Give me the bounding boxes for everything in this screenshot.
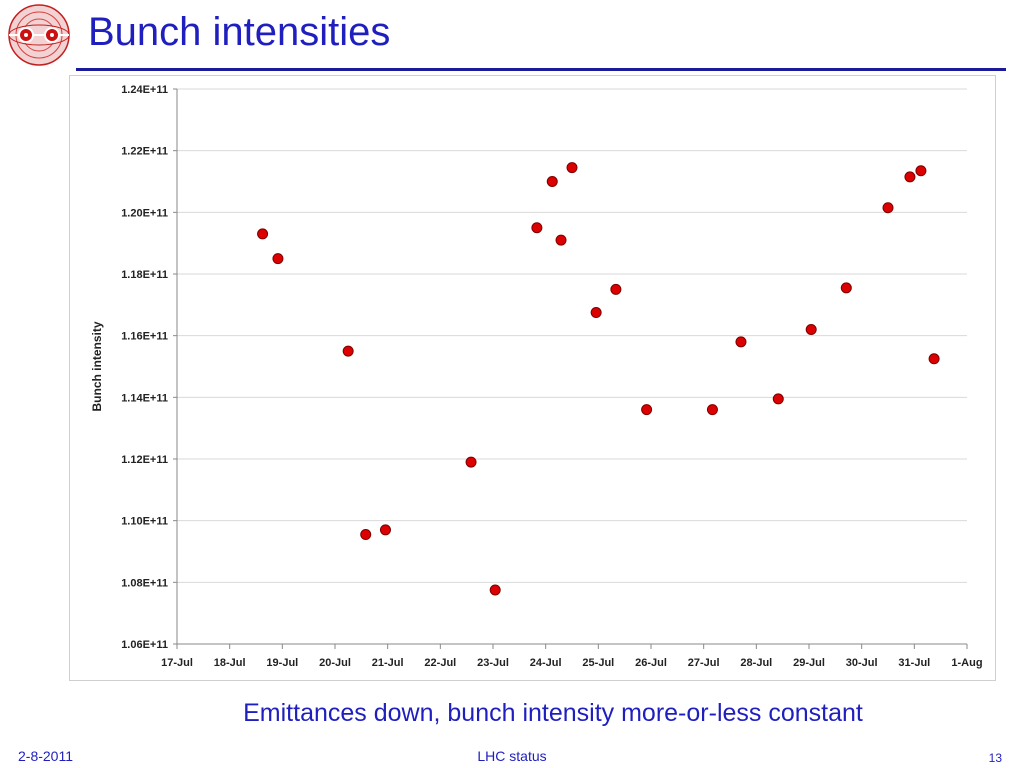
data-point: [360, 529, 372, 541]
lhc-logo: [8, 4, 70, 66]
data-point: [546, 176, 558, 187]
data-point: [566, 162, 578, 174]
data-point: [641, 404, 653, 416]
x-tick-label: 28-Jul: [740, 657, 772, 669]
y-tick-label: 1.16E+11: [121, 331, 168, 343]
x-tick-label: 29-Jul: [793, 657, 825, 669]
data-point: [915, 165, 927, 177]
x-tick-label: 1-Aug: [951, 657, 982, 669]
data-point: [379, 524, 391, 536]
data-point: [590, 307, 602, 319]
x-tick-label: 25-Jul: [582, 657, 614, 669]
data-point: [882, 202, 894, 214]
page-number: 13: [988, 751, 1002, 765]
y-tick-label: 1.12E+11: [121, 454, 168, 466]
y-tick-label: 1.20E+11: [121, 207, 168, 219]
y-tick-label: 1.10E+11: [121, 516, 168, 528]
data-point: [465, 456, 477, 468]
data-point: [555, 234, 567, 246]
x-tick-label: 23-Jul: [477, 657, 509, 669]
x-tick-label: 26-Jul: [635, 657, 667, 669]
data-point: [840, 282, 852, 294]
y-tick-label: 1.14E+11: [121, 392, 168, 404]
data-point: [772, 393, 784, 405]
data-point: [272, 253, 284, 265]
y-tick-label: 1.22E+11: [121, 146, 168, 158]
x-tick-label: 20-Jul: [319, 657, 351, 669]
data-point: [904, 171, 916, 183]
y-tick-label: 1.24E+11: [121, 84, 168, 96]
title-rule: [76, 68, 1006, 71]
data-point: [531, 222, 543, 234]
x-tick-label: 21-Jul: [372, 657, 404, 669]
slide-title: Bunch intensities: [88, 10, 391, 54]
data-point: [735, 336, 747, 348]
x-tick-label: 27-Jul: [688, 657, 720, 669]
y-axis-label: Bunch intensity: [90, 321, 104, 411]
y-tick-label: 1.06E+11: [121, 639, 168, 651]
x-tick-label: 24-Jul: [530, 657, 562, 669]
data-point: [928, 353, 940, 365]
footer-title: LHC status: [477, 748, 547, 764]
bunch-intensity-chart: 1.24E+11 1.22E+11 1.20E+11 1.18E+11 1.16E+11…: [90, 84, 983, 669]
y-tick-label: 1.08E+11: [121, 577, 168, 589]
data-point: [805, 324, 817, 335]
x-tick-label: 17-Jul: [161, 657, 193, 669]
x-tick-label: 19-Jul: [266, 657, 298, 669]
y-tick-label: 1.18E+11: [121, 269, 168, 281]
data-point: [610, 283, 622, 295]
data-point: [257, 228, 269, 240]
footer-date: 2-8-2011: [18, 748, 74, 764]
data-point: [489, 584, 501, 596]
x-tick-label: 22-Jul: [424, 657, 456, 669]
x-tick-label: 30-Jul: [846, 657, 878, 669]
chart-frame: 1.24E+11 1.22E+11 1.20E+11 1.18E+11 1.16E+11…: [69, 75, 996, 681]
x-tick-label: 31-Jul: [898, 657, 930, 669]
x-tick-label: 18-Jul: [214, 657, 246, 669]
slide-caption: Emittances down, bunch intensity more-or…: [243, 699, 863, 727]
data-point: [342, 345, 354, 357]
data-point: [706, 404, 718, 416]
